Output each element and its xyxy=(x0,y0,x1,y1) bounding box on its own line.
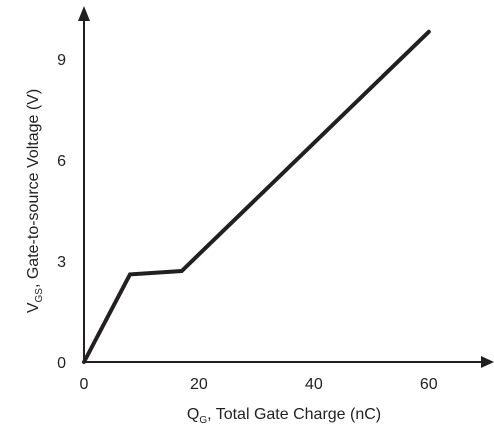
x-axis-label: QG, Total Gate Charge (nC) xyxy=(187,406,381,426)
series-line-0 xyxy=(82,29,431,364)
series xyxy=(82,29,431,364)
y-axis-label: VGS, Gate-to-source Voltage (V) xyxy=(25,89,45,313)
x-axis-arrow xyxy=(481,356,494,368)
axes xyxy=(78,6,494,368)
y-tick-label-3: 9 xyxy=(57,52,66,69)
y-tick-label-1: 3 xyxy=(57,254,66,271)
x-tick-label-2: 40 xyxy=(305,376,323,393)
y-tick-label-2: 6 xyxy=(57,153,66,170)
y-axis-arrow xyxy=(78,6,90,21)
ticks: 0 20 40 60 0 3 6 9 xyxy=(57,52,438,393)
x-tick-label-0: 0 xyxy=(80,376,89,393)
y-tick-label-0: 0 xyxy=(57,355,66,372)
x-tick-label-1: 20 xyxy=(190,376,208,393)
x-tick-label-3: 60 xyxy=(420,376,438,393)
